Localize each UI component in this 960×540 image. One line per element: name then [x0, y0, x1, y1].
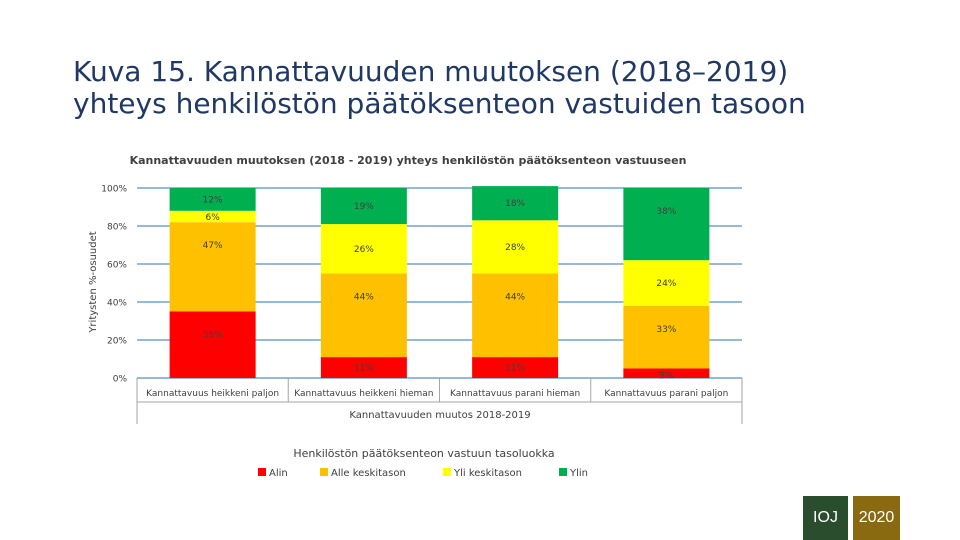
x-axis-title: Kannattavuuden muutos 2018-2019 — [349, 410, 530, 421]
bar-segment — [623, 368, 710, 378]
legend-swatch — [258, 468, 266, 476]
slide-title-line-2: yhteys henkilöstön päätöksenteon vastuid… — [73, 87, 806, 120]
x-tick-label: Kannattavuus parani paljon — [604, 389, 728, 399]
y-tick-label: 60% — [107, 261, 127, 271]
legend-title: Henkilöstön päätöksenteon vastuun tasolu… — [293, 447, 554, 460]
data-label: 19% — [354, 202, 374, 212]
data-label: 24% — [656, 279, 676, 289]
bar-segment — [472, 220, 559, 274]
data-label: 47% — [203, 241, 223, 251]
y-tick-label: 100% — [101, 185, 127, 195]
bar-segment — [320, 357, 407, 378]
legend-label: Alin — [269, 468, 288, 479]
bar-segment — [320, 188, 407, 225]
data-label: 5% — [659, 372, 674, 382]
slide-title-line-1: Kuva 15. Kannattavuuden muutoksen (2018–… — [73, 55, 789, 88]
chart-title: Kannattavuuden muutoksen (2018 - 2019) y… — [130, 154, 687, 167]
data-label: 12% — [203, 195, 223, 205]
data-label: 28% — [505, 243, 525, 253]
data-label: 11% — [354, 364, 374, 374]
slide-title: Kuva 15. Kannattavuuden muutoksen (2018–… — [73, 56, 933, 120]
y-tick-label: 0% — [113, 375, 128, 385]
bar-segment — [320, 224, 407, 274]
data-label: 11% — [505, 364, 525, 374]
x-tick-label: Kannattavuus heikkeni hieman — [294, 389, 433, 399]
bar-segment — [623, 260, 710, 306]
bar-segment — [623, 188, 710, 261]
bar-segment — [169, 188, 256, 211]
y-tick-label: 20% — [107, 337, 127, 347]
y-tick-label: 80% — [107, 223, 127, 233]
data-label: 44% — [505, 293, 525, 303]
bar-segment — [169, 311, 256, 378]
bar-segment — [472, 357, 559, 378]
legend-label: Yli keskitason — [453, 468, 522, 479]
legend-label: Ylin — [569, 468, 588, 479]
data-label: 44% — [354, 293, 374, 303]
author-badge: IOJ — [803, 496, 848, 540]
legend-swatch — [320, 468, 328, 476]
y-tick-label: 40% — [107, 299, 127, 309]
data-label: 33% — [656, 325, 676, 335]
bar-segment — [472, 186, 559, 221]
year-badge: 2020 — [853, 496, 900, 540]
data-label: 38% — [656, 207, 676, 217]
legend-swatch — [559, 468, 567, 476]
bar-segment — [472, 273, 559, 358]
data-label: 18% — [505, 199, 525, 209]
bar-segment — [623, 305, 710, 369]
bar-segment — [169, 210, 256, 223]
x-tick-label: Kannattavuus heikkeni paljon — [146, 389, 279, 399]
data-label: 35% — [203, 331, 223, 341]
y-axis-label: Yritysten %-osuudet — [88, 231, 99, 333]
legend-label: Alle keskitason — [331, 468, 406, 479]
data-label: 6% — [205, 213, 220, 223]
data-label: 26% — [354, 245, 374, 255]
legend-swatch — [443, 468, 451, 476]
bar-segment — [169, 222, 256, 312]
bar-segment — [320, 273, 407, 358]
x-tick-label: Kannattavuus parani hieman — [450, 389, 580, 399]
